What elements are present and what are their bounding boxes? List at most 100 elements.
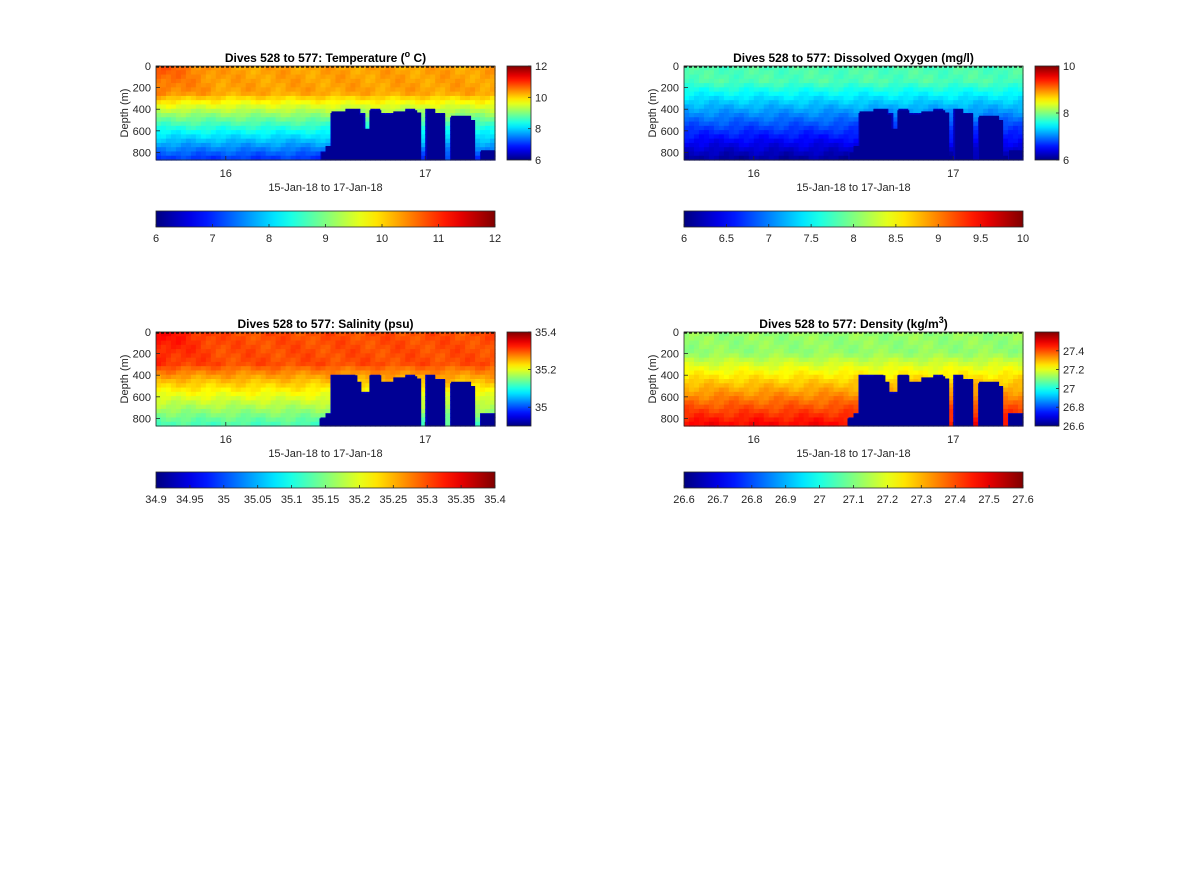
heatmap-cell bbox=[938, 78, 944, 84]
heatmap-cell bbox=[973, 134, 979, 140]
heatmap-cell bbox=[848, 95, 855, 101]
heatmap-cell bbox=[280, 387, 287, 393]
heatmap-cell bbox=[703, 151, 710, 157]
heatmap-cell bbox=[1018, 142, 1024, 148]
heatmap-cell bbox=[1003, 104, 1009, 110]
heatmap-cell bbox=[185, 104, 192, 110]
heatmap-cell bbox=[355, 91, 361, 97]
heatmap-cell bbox=[180, 155, 187, 161]
heatmap-cell bbox=[823, 95, 830, 101]
heatmap-cell bbox=[470, 78, 476, 84]
heatmap-cell bbox=[190, 125, 197, 131]
heatmap-cell bbox=[395, 66, 401, 71]
heatmap-cell bbox=[255, 100, 262, 106]
heatmap-cell bbox=[185, 421, 192, 427]
heatmap-cell bbox=[420, 366, 426, 372]
heatmap-cell bbox=[380, 104, 386, 110]
heatmap-cell bbox=[968, 70, 974, 76]
heatmap-cell bbox=[798, 91, 805, 97]
heatmap-cell bbox=[768, 151, 775, 157]
heatmap-cell bbox=[295, 332, 302, 337]
heatmap-cell bbox=[435, 366, 441, 372]
heatmap-cell bbox=[1013, 91, 1019, 97]
heatmap-cell bbox=[255, 113, 262, 118]
heatmap-cell bbox=[200, 357, 207, 363]
heatmap-cell bbox=[270, 340, 277, 346]
heatmap-cell bbox=[684, 332, 690, 337]
heatmap-cell bbox=[713, 138, 720, 144]
heatmap-cell bbox=[305, 108, 312, 114]
heatmap-cell bbox=[1003, 108, 1009, 114]
heatmap-cell bbox=[928, 100, 934, 106]
heatmap-cell bbox=[973, 108, 979, 114]
heatmap-cell bbox=[300, 113, 307, 118]
heatmap-cell bbox=[180, 340, 187, 346]
heatmap-cell bbox=[703, 125, 710, 131]
heatmap-cell bbox=[420, 100, 426, 106]
heatmap-cell bbox=[185, 366, 192, 372]
y-tick-label: 600 bbox=[133, 126, 151, 138]
heatmap-cell bbox=[963, 66, 969, 71]
heatmap-cell bbox=[245, 421, 252, 427]
heatmap-cell bbox=[225, 366, 232, 372]
heatmap-cell bbox=[480, 108, 486, 114]
heatmap-cell bbox=[340, 340, 347, 346]
heatmap-cell bbox=[260, 113, 267, 118]
heatmap-cell bbox=[813, 125, 820, 131]
heatmap-cell bbox=[1003, 78, 1009, 84]
heatmap-cell bbox=[200, 113, 207, 118]
heatmap-cell bbox=[310, 125, 317, 131]
heatmap-cell bbox=[270, 78, 277, 84]
heatmap-cell bbox=[913, 104, 919, 110]
heatmap-cell bbox=[733, 104, 740, 110]
heatmap-cell bbox=[230, 374, 237, 380]
heatmap-cell bbox=[180, 417, 187, 423]
heatmap-cell bbox=[1008, 134, 1014, 140]
bottom-colorbar-tick-label: 6.5 bbox=[719, 233, 734, 245]
heatmap-cell bbox=[445, 104, 451, 110]
heatmap-cell bbox=[693, 374, 700, 380]
heatmap-cell bbox=[340, 344, 347, 350]
heatmap-cell bbox=[285, 421, 292, 427]
heatmap-cell bbox=[400, 332, 406, 337]
heatmap-cell bbox=[908, 66, 914, 71]
heatmap-cell bbox=[688, 100, 695, 106]
heatmap-cell bbox=[380, 87, 386, 93]
heatmap-cell bbox=[365, 121, 371, 127]
heatmap-cell bbox=[708, 400, 715, 406]
heatmap-cell bbox=[275, 357, 282, 363]
heatmap-cell bbox=[325, 87, 332, 93]
heatmap-cell bbox=[255, 374, 262, 380]
heatmap-cell bbox=[823, 130, 830, 135]
heatmap-cell bbox=[190, 87, 197, 93]
heatmap-cell bbox=[823, 121, 830, 127]
heatmap-cell bbox=[743, 413, 750, 419]
heatmap-cell bbox=[205, 383, 212, 389]
bottom-colorbar-tick-label: 34.95 bbox=[176, 494, 204, 506]
heatmap-cell bbox=[290, 108, 297, 114]
heatmap-cell bbox=[973, 125, 979, 131]
heatmap-cell bbox=[743, 396, 750, 401]
heatmap-cell bbox=[818, 70, 825, 76]
heatmap-cell bbox=[445, 87, 451, 93]
heatmap-cell bbox=[325, 95, 332, 101]
heatmap-cell bbox=[210, 121, 217, 127]
heatmap-cell bbox=[310, 408, 317, 414]
heatmap-cell bbox=[230, 340, 237, 346]
heatmap-cell bbox=[200, 413, 207, 419]
heatmap-cell bbox=[190, 400, 197, 406]
heatmap-cell bbox=[165, 104, 172, 110]
heatmap-cell bbox=[235, 413, 242, 419]
heatmap-cell bbox=[978, 83, 984, 88]
heatmap-cell bbox=[175, 155, 182, 161]
heatmap-cell bbox=[753, 138, 760, 144]
heatmap-cell bbox=[375, 95, 381, 101]
heatmap-cell bbox=[475, 387, 481, 393]
heatmap-cell bbox=[285, 332, 292, 337]
heatmap-cell bbox=[713, 104, 720, 110]
heatmap-cell bbox=[175, 357, 182, 363]
heatmap-cell bbox=[235, 357, 242, 363]
heatmap-cell bbox=[235, 138, 242, 144]
heatmap-cell bbox=[1008, 87, 1014, 93]
heatmap-cell bbox=[230, 383, 237, 389]
